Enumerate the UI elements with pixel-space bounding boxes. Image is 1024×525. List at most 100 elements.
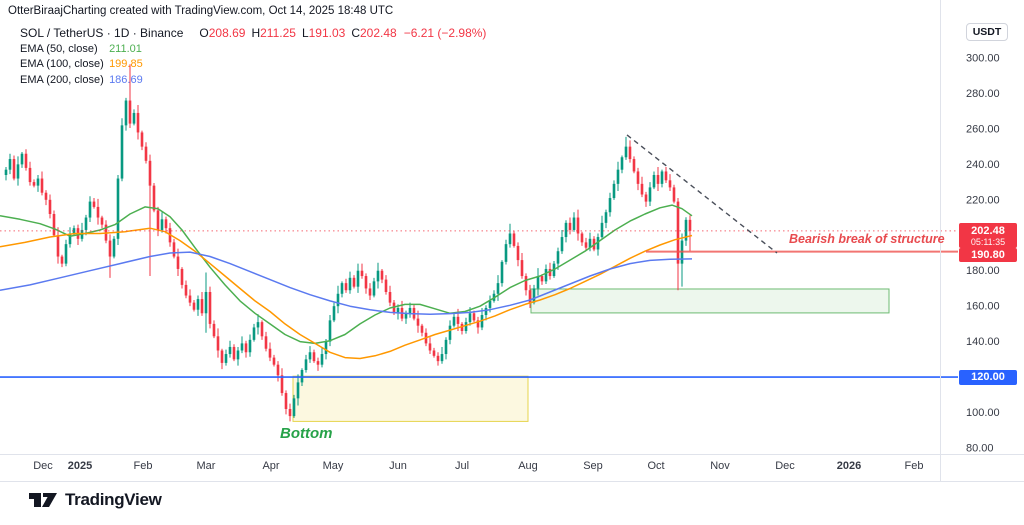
candle-body [664,171,668,181]
candle-body [44,192,48,200]
candle-body [536,276,540,289]
candle-body [164,219,168,229]
time-tick-label: Jul [455,460,469,472]
candle-body [468,313,472,323]
price-tick-label: 300.00 [966,53,1000,65]
low-label: L [301,26,309,40]
candle-body [416,318,420,326]
time-tick-label: Mar [197,460,216,472]
candle-body [548,268,552,277]
candle-body [68,233,72,245]
candle-body [600,222,604,238]
bos-price-label: 190.80 [959,248,1017,262]
candle-body [228,346,232,355]
candle-body [84,217,88,230]
candle-body [528,290,532,303]
candle-body [328,320,332,342]
symbol-title: SOL / TetherUS · 1D · Binance [20,26,184,40]
candle-body [312,352,316,362]
symbol-legend-row[interactable]: SOL / TetherUS · 1D · Binance O208.69 H211… [20,26,486,40]
candle-body [184,284,188,296]
price-tick-label: 80.00 [966,442,994,454]
candle-body [352,277,356,287]
price-tick-label: 260.00 [966,123,1000,135]
ema50-value: 211.01 [109,42,142,55]
candle-body [436,355,440,362]
candle-body [280,375,284,394]
candle-body [260,322,264,337]
candle-body [388,291,392,303]
candle-body [656,174,660,184]
candle-body [384,279,388,292]
candle-body [128,100,132,124]
candle-body [456,316,460,324]
candle-body [576,217,580,234]
price-tick-label: 100.00 [966,407,1000,419]
candle-body [504,244,508,262]
price-tick-label: 140.00 [966,336,1000,348]
candle-body [12,159,16,179]
bottom-zone[interactable] [292,375,529,422]
candle-body [652,174,656,188]
footer-separator [0,481,1024,482]
high-label: H [251,26,261,40]
candle-body [404,313,408,319]
demand-zone[interactable] [530,288,890,314]
bearish-trendline[interactable] [626,134,778,254]
candle-body [272,357,276,365]
candle-body [24,153,28,168]
candle-body [640,183,644,195]
candle-body [376,270,380,282]
candle-body [292,398,296,417]
price-tick-label: 220.00 [966,194,1000,206]
tradingview-logo[interactable]: TradingView [28,490,162,510]
ema200-legend-row[interactable]: EMA (200, close) 186.69 [20,74,486,87]
candle-body [508,233,512,245]
open-label: O [199,26,209,40]
candle-body [88,201,92,218]
candle-body [348,277,352,291]
annotation-bottom[interactable]: Bottom [280,425,333,442]
candle-body [532,288,536,303]
ema100-legend-row[interactable]: EMA (100, close) 199.85 [20,58,486,71]
candles-layer [4,64,692,422]
candle-body [180,268,184,285]
candle-body [256,322,260,328]
time-tick-label: 2025 [68,460,92,472]
candle-body [392,302,396,314]
candle-body [236,350,240,360]
time-tick-label: Apr [262,460,279,472]
time-axis[interactable]: Dec 2025 Feb Mar Apr May Jun Jul Aug Sep Oct Nov Dec… [33,460,923,472]
time-tick-label: Sep [583,460,603,472]
ema50-legend-row[interactable]: EMA (50, close) 211.01 [20,43,486,56]
time-tick-label: Oct [647,460,664,472]
currency-toggle-button[interactable]: USDT [966,23,1008,41]
candle-body [628,146,632,160]
candle-body [296,382,300,399]
price-axis-separator [940,0,941,481]
ema100-line [0,227,693,360]
bar-countdown: 05:11:35 [970,236,1006,247]
price-tick-label: 180.00 [966,265,1000,277]
candle-body [516,245,520,261]
candle-body [156,210,160,230]
time-tick-label: Feb [905,460,924,472]
candle-body [56,235,60,257]
candle-body [488,300,492,308]
candle-body [264,336,268,349]
candle-body [596,237,600,250]
candle-body [336,293,340,307]
candle-body [304,359,308,370]
ema200-value: 186.69 [109,73,143,86]
price-tick-label: 280.00 [966,88,1000,100]
annotation-bearish-break[interactable]: Bearish break of structure [789,232,945,246]
candle-body [624,146,628,158]
candle-body [364,276,368,289]
candle-body [220,350,224,363]
candle-body [540,276,544,282]
candle-body [428,343,432,351]
candle-body [4,169,8,175]
candle-body [208,291,212,324]
